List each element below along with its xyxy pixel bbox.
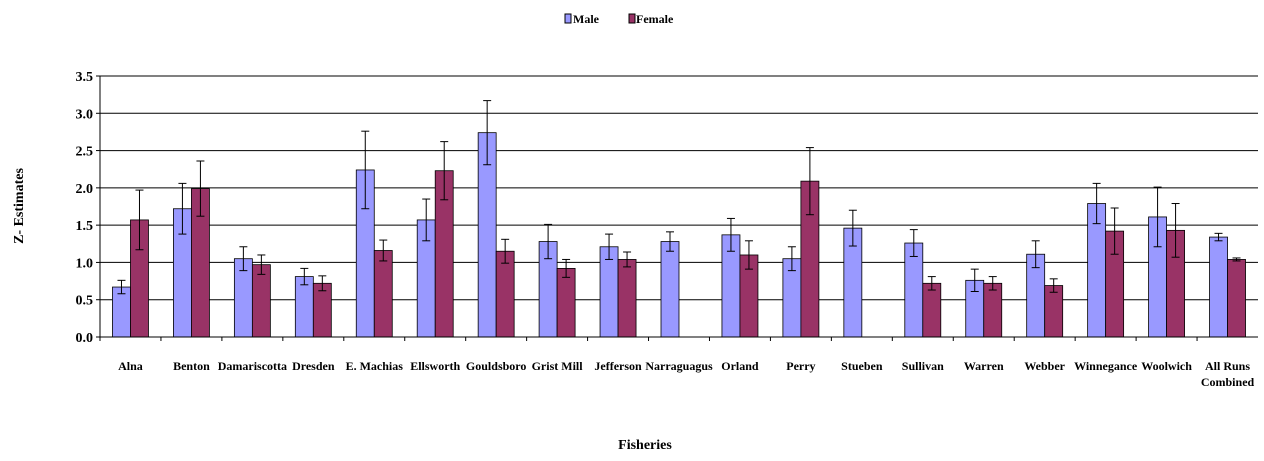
- bar-male: [294, 276, 314, 338]
- error-bar-female: [379, 239, 388, 262]
- error-bars: [117, 100, 1241, 295]
- error-bar-male: [726, 217, 735, 252]
- bar-male: [1209, 236, 1228, 338]
- error-bar-female: [562, 258, 571, 278]
- error-bar-male: [1153, 186, 1162, 248]
- x-tick-label: Woolwich: [1141, 359, 1192, 373]
- y-tick-label: 0.0: [76, 331, 94, 346]
- error-bar-female: [805, 147, 814, 216]
- error-bar-male: [239, 246, 248, 272]
- x-tick-label: Narraguagus: [645, 359, 713, 373]
- x-tick-label: All Runs: [1205, 359, 1250, 373]
- x-tick-label: Gouldsboro: [466, 359, 526, 373]
- error-bar-female: [1171, 203, 1180, 258]
- bar-female: [373, 250, 393, 338]
- error-bar-female: [623, 251, 632, 268]
- x-tick-label: Stueben: [841, 359, 883, 373]
- x-axis-title: Fisheries: [618, 438, 672, 453]
- error-bar-male: [1092, 182, 1101, 225]
- bar-female: [922, 282, 942, 338]
- error-bar-female: [1232, 257, 1241, 262]
- gridlines: [100, 75, 1258, 301]
- error-bar-male: [1031, 240, 1040, 269]
- y-tick-label: 1.5: [76, 219, 94, 234]
- error-bar-male: [1214, 232, 1223, 242]
- x-tick-label: Warren: [964, 359, 1004, 373]
- error-bar-female: [257, 254, 266, 275]
- y-tick-label: 0.5: [76, 294, 94, 309]
- bar-female: [1227, 259, 1246, 338]
- error-bar-female: [196, 160, 205, 217]
- bar-male: [599, 246, 619, 338]
- error-bar-female: [744, 240, 753, 270]
- error-bar-male: [544, 223, 553, 260]
- bar-male: [112, 286, 131, 338]
- error-bar-male: [178, 182, 187, 235]
- x-tick-label: Jefferson: [594, 359, 642, 373]
- error-bar-male: [117, 279, 126, 295]
- bar-male: [904, 242, 924, 338]
- bar-male: [660, 241, 680, 338]
- y-axis-title: Z- Estimates: [12, 168, 27, 244]
- x-tick-label: Ellsworth: [410, 359, 460, 373]
- bar-female: [983, 282, 1003, 338]
- x-tick-label: Damariscotta: [218, 359, 287, 373]
- error-bar-female: [135, 189, 144, 251]
- x-tick-label: Benton: [173, 359, 210, 373]
- bar-female: [495, 250, 515, 338]
- y-tick-label: 1.0: [76, 256, 94, 271]
- x-tick-label: Grist Mill: [532, 359, 584, 373]
- error-bar-female: [988, 276, 997, 291]
- y-tick-label: 3.5: [76, 70, 94, 85]
- x-tick-label: Sullivan: [902, 359, 944, 373]
- x-tick-label: Winnegance: [1074, 359, 1138, 373]
- y-tick-label: 3.0: [76, 107, 94, 122]
- x-tick-label: Dresden: [292, 359, 335, 373]
- error-bar-female: [1049, 278, 1058, 293]
- y-axis-ticks: 0.0 0.5 1.0 1.5 2.0 2.5 3.0 3.5: [76, 70, 100, 346]
- error-bar-male: [361, 130, 370, 210]
- error-bar-female: [318, 275, 327, 292]
- bar-female: [1044, 285, 1064, 338]
- error-bar-female: [501, 238, 510, 264]
- error-bar-male: [909, 229, 918, 257]
- x-tick-label: Orland: [721, 359, 759, 373]
- bar-female: [617, 259, 637, 338]
- legend: Male Female: [564, 12, 674, 26]
- x-tick-label: E. Machias: [346, 359, 404, 373]
- error-bar-male: [483, 100, 492, 166]
- x-tick-label: Webber: [1024, 359, 1065, 373]
- bars: [112, 132, 1246, 338]
- error-bar-male: [787, 246, 796, 272]
- error-bar-female: [1110, 207, 1119, 255]
- legend-swatch-female: [628, 13, 636, 24]
- error-bar-male: [605, 233, 614, 260]
- legend-swatch-male: [564, 13, 572, 24]
- legend-label-male: Male: [573, 12, 600, 26]
- error-bar-male: [970, 268, 979, 293]
- bar-female: [251, 264, 271, 338]
- error-bar-male: [666, 231, 674, 252]
- error-bar-male: [848, 209, 857, 247]
- error-bar-female: [440, 141, 449, 201]
- x-axis-ticks: Alna Benton Damariscotta Dresden E. Machias E…: [99, 337, 1255, 389]
- error-bar-male: [300, 267, 309, 286]
- bar-female: [556, 267, 576, 338]
- y-tick-label: 2.5: [76, 145, 94, 160]
- error-bar-female: [927, 276, 936, 291]
- x-tick-label: Combined: [1201, 375, 1255, 389]
- x-tick-label: Perry: [786, 359, 815, 373]
- bar-female: [312, 282, 332, 338]
- x-tick-label: Alna: [118, 359, 143, 373]
- legend-label-female: Female: [636, 12, 674, 26]
- y-tick-label: 2.0: [76, 182, 94, 197]
- error-bar-male: [422, 198, 431, 242]
